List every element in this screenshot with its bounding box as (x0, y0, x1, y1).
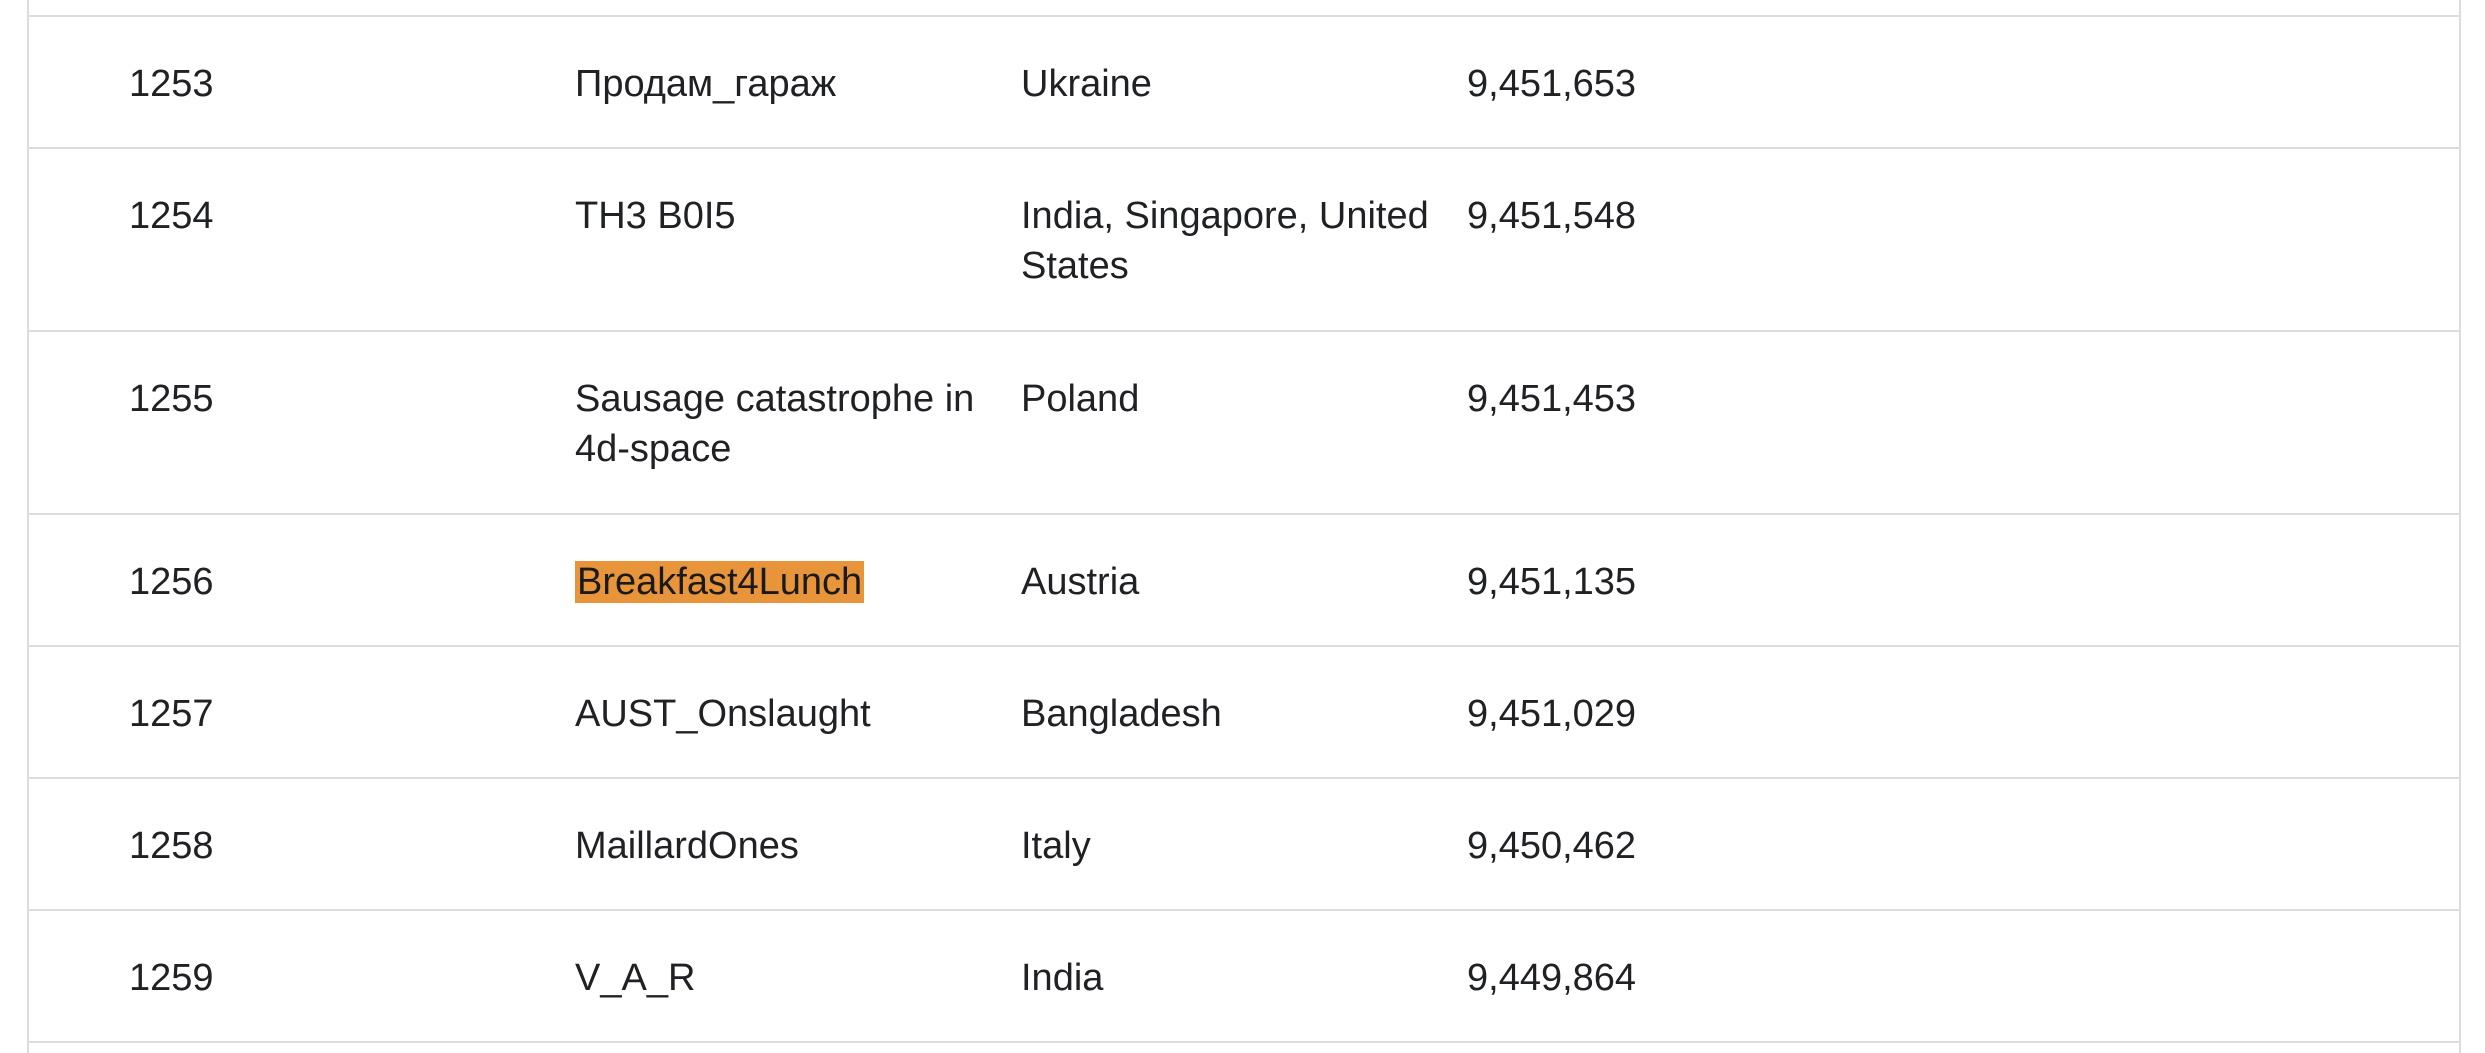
country-cell: India, Singapore, United States (1021, 195, 1429, 287)
country-cell: India (1021, 957, 1104, 999)
country-cell: Austria (1021, 561, 1140, 603)
table-row: 1253 Продам_гараж Ukraine 9,451,653 (29, 17, 2459, 149)
search-highlight: Breakfast4Lunch (575, 561, 865, 603)
score-cell: 9,451,135 (1467, 561, 1637, 603)
rank-cell: 1256 (129, 561, 214, 603)
team-name-cell: V_A_R (575, 957, 696, 999)
score-cell: 9,449,864 (1467, 957, 1637, 999)
table-row: 1259 V_A_R India 9,449,864 (29, 911, 2459, 1043)
score-cell: 9,451,548 (1467, 195, 1637, 237)
table-row-highlighted: 1256 Breakfast4Lunch Austria 9,451,135 (29, 515, 2459, 647)
leaderboard-table: 1253 Продам_гараж Ukraine 9,451,653 1254… (27, 0, 2461, 1053)
score-cell: 9,451,029 (1467, 693, 1637, 735)
team-name-cell: MaillardOnes (575, 825, 799, 867)
table-row: 1258 MaillardOnes Italy 9,450,462 (29, 779, 2459, 911)
score-cell: 9,451,453 (1467, 378, 1637, 420)
score-cell: 9,451,653 (1467, 63, 1637, 105)
team-name-cell: Продам_гараж (575, 63, 837, 105)
table-row: 1255 Sausage catastrophe in 4d-space Pol… (29, 332, 2459, 515)
table-row-partial (29, 0, 2459, 17)
country-cell: Italy (1021, 825, 1091, 867)
rank-cell: 1254 (129, 195, 214, 237)
country-cell: Poland (1021, 378, 1140, 420)
rank-cell: 1258 (129, 825, 214, 867)
rank-cell: 1253 (129, 63, 214, 105)
table-row: 1257 AUST_Onslaught Bangladesh 9,451,029 (29, 647, 2459, 779)
rank-cell: 1259 (129, 957, 214, 999)
rank-cell: 1255 (129, 378, 214, 420)
rank-cell: 1257 (129, 693, 214, 735)
country-cell: Bangladesh (1021, 693, 1222, 735)
team-name-cell: AUST_Onslaught (575, 693, 871, 735)
team-name-cell: TH3 B0I5 (575, 195, 736, 237)
table-row: 1254 TH3 B0I5 India, Singapore, United S… (29, 149, 2459, 332)
team-name-cell: Sausage catastrophe in 4d-space (575, 378, 975, 470)
country-cell: Ukraine (1021, 63, 1152, 105)
team-name-cell: Breakfast4Lunch (575, 557, 1005, 607)
score-cell: 9,450,462 (1467, 825, 1637, 867)
